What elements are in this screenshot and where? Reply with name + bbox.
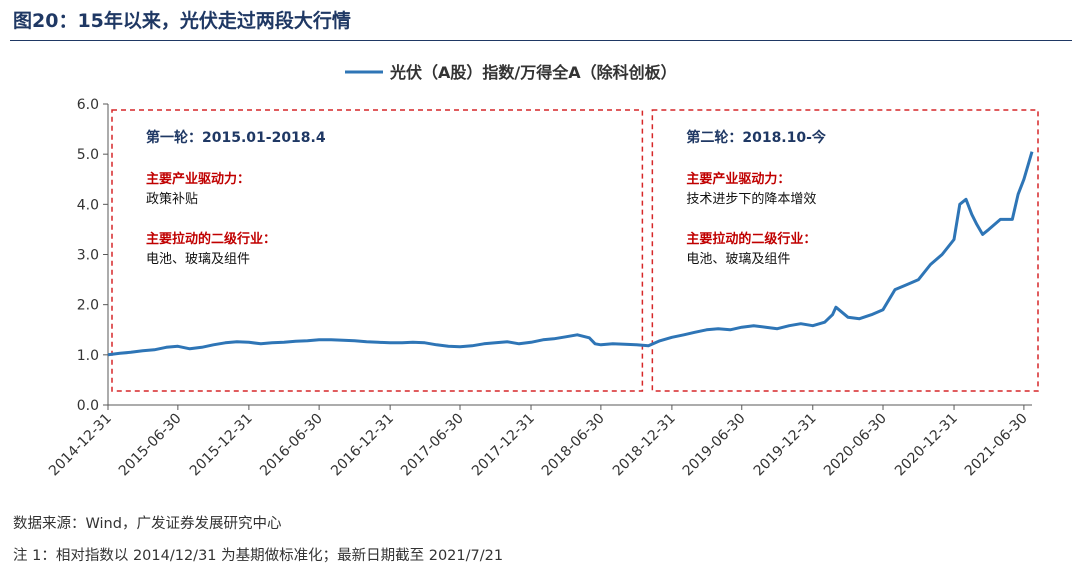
x-tick-label: 2020-12-31 xyxy=(892,411,961,480)
industry-value: 电池、玻璃及组件 xyxy=(146,252,250,267)
x-tick-label: 2017-12-31 xyxy=(469,411,538,480)
legend: 光伏（A股）指数/万得全A（除科创板） xyxy=(345,63,677,82)
series-line-photovoltaic-index xyxy=(107,151,1034,357)
x-tick-label: 2014-12-31 xyxy=(46,411,115,480)
legend-label: 光伏（A股）指数/万得全A（除科创板） xyxy=(389,63,677,82)
y-tick-label: 2.0 xyxy=(77,298,99,314)
driver-label: 主要产业驱动力： xyxy=(146,171,250,187)
title-divider xyxy=(10,40,1072,41)
y-tick-label: 3.0 xyxy=(77,248,99,264)
chart: 光伏（A股）指数/万得全A（除科创板） 0.0 1.0 2.0 3.0 4.0 5.0 6.… xyxy=(46,63,1039,480)
driver-value: 技术进步下的降本增效 xyxy=(686,191,816,207)
x-tick-label: 2018-12-31 xyxy=(610,411,679,480)
driver-label: 主要产业驱动力： xyxy=(686,171,790,187)
x-tick-label: 2016-06-30 xyxy=(257,411,326,480)
y-tick-label: 1.0 xyxy=(77,348,99,364)
period-heading: 第一轮：2015.01-2018.4 xyxy=(146,129,326,146)
x-tick-label: 2016-12-31 xyxy=(328,411,397,480)
driver-value: 政策补贴 xyxy=(146,191,198,207)
industry-label: 主要拉动的二级行业： xyxy=(686,231,816,247)
y-tick-label: 0.0 xyxy=(77,398,99,414)
x-tick-label: 2015-06-30 xyxy=(116,411,185,480)
period-box-1 xyxy=(111,109,644,392)
source-note: 数据来源：Wind，广发证券发展研究中心 xyxy=(13,516,282,532)
period-heading: 第二轮：2018.10-今 xyxy=(686,129,826,146)
x-tick-label: 2019-12-31 xyxy=(751,411,820,480)
footnote: 注 1：相对指数以 2014/12/31 为基期做标准化；最新日期截至 2021… xyxy=(13,548,504,564)
industry-label: 主要拉动的二级行业： xyxy=(146,231,276,247)
x-tick-label: 2021-06-30 xyxy=(962,411,1031,480)
figure-title: 图20：15年以来，光伏走过两段大行情 xyxy=(13,10,351,32)
y-tick-label: 6.0 xyxy=(77,97,99,113)
x-tick-label: 2019-06-30 xyxy=(680,411,749,480)
x-tick-label: 2020-06-30 xyxy=(821,411,890,480)
y-tick-label: 5.0 xyxy=(77,147,99,163)
y-tick-label: 4.0 xyxy=(77,197,99,213)
x-tick-label: 2015-12-31 xyxy=(187,411,256,480)
industry-value: 电池、玻璃及组件 xyxy=(686,252,790,267)
x-tick-label: 2018-06-30 xyxy=(539,411,608,480)
x-tick-label: 2017-06-30 xyxy=(398,411,467,480)
period-box-2 xyxy=(651,109,1039,392)
